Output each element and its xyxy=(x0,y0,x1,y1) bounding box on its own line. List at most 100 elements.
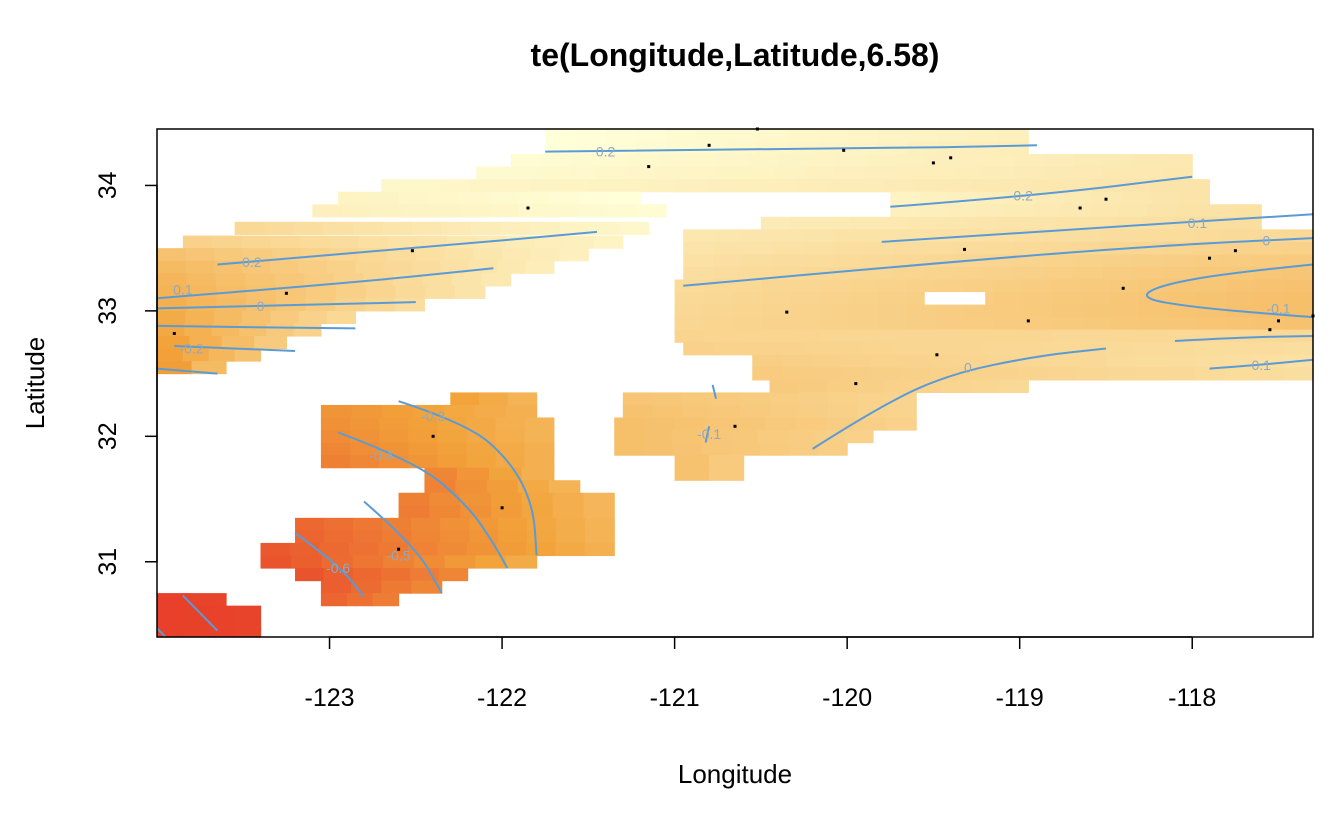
observation-point xyxy=(707,143,711,147)
heatmap-cell xyxy=(466,542,497,557)
heatmap-cell xyxy=(672,442,703,456)
heatmap-cell xyxy=(1253,241,1284,256)
heatmap-cell xyxy=(803,241,834,256)
heatmap-cell xyxy=(585,530,615,544)
heatmap-cell xyxy=(379,417,409,431)
heatmap-cell xyxy=(430,204,461,218)
heatmap-cell xyxy=(819,317,850,331)
heatmap-cell xyxy=(756,129,788,143)
heatmap-cell xyxy=(1253,254,1284,268)
heatmap-cell xyxy=(552,505,585,519)
heatmap-cell xyxy=(625,166,656,180)
heatmap-cell xyxy=(1035,191,1065,205)
heatmap-cell xyxy=(238,323,267,337)
heatmap-cell xyxy=(469,530,499,544)
heatmap-cell xyxy=(300,248,331,262)
heatmap-cell xyxy=(732,304,763,318)
heatmap-cell xyxy=(1022,329,1053,343)
observation-point xyxy=(949,156,953,160)
heatmap-cell xyxy=(999,379,1029,393)
heatmap-cell xyxy=(1150,179,1181,193)
heatmap-cell xyxy=(565,166,597,180)
contour-label: 0.2 xyxy=(1013,187,1033,203)
heatmap-cell xyxy=(964,329,995,343)
heatmap-cell xyxy=(1132,154,1164,168)
heatmap-cell xyxy=(381,179,412,193)
heatmap-cell xyxy=(583,492,615,506)
heatmap-cell xyxy=(476,166,507,180)
heatmap-cell xyxy=(182,348,210,362)
heatmap-cell xyxy=(353,530,383,544)
heatmap-cell xyxy=(529,179,560,193)
heatmap-cell xyxy=(437,430,468,444)
heatmap-cell xyxy=(270,235,301,249)
heatmap-cell xyxy=(1080,317,1111,331)
heatmap-cell xyxy=(411,580,443,594)
heatmap-cell xyxy=(474,404,507,419)
observation-point xyxy=(1268,328,1272,332)
heatmap-cell xyxy=(395,285,426,299)
contour-label: 0.1 xyxy=(173,282,193,298)
heatmap-cell xyxy=(524,455,555,469)
heatmap-cell xyxy=(886,404,917,419)
heatmap-cell xyxy=(1103,266,1134,281)
heatmap-cell xyxy=(157,361,193,375)
heatmap-cell xyxy=(298,310,328,325)
heatmap-cell xyxy=(732,317,763,331)
heatmap-cell xyxy=(189,335,223,350)
heatmap-cell xyxy=(607,204,638,218)
heatmap-cell xyxy=(182,235,213,249)
heatmap-cell xyxy=(923,342,954,356)
heatmap-cell xyxy=(993,304,1024,318)
heatmap-cell xyxy=(819,216,850,230)
heatmap-cell xyxy=(906,317,937,331)
heatmap-cell xyxy=(863,342,894,356)
heatmap-cell xyxy=(519,191,551,205)
heatmap-cell xyxy=(863,266,894,281)
heatmap-cell xyxy=(319,542,350,557)
heatmap-cell xyxy=(333,273,364,287)
heatmap-cell xyxy=(182,605,210,619)
contour-line xyxy=(1145,263,1314,319)
heatmap-cell xyxy=(886,392,917,406)
heatmap-cell xyxy=(1165,367,1196,381)
contour-line xyxy=(1209,358,1314,370)
contour-label: 0 xyxy=(964,359,972,375)
heatmap-cell xyxy=(157,260,186,274)
heatmap-cell xyxy=(1138,279,1169,293)
heatmap-cell xyxy=(953,266,984,281)
heatmap-cell xyxy=(803,342,834,356)
heatmap-cell xyxy=(811,354,842,368)
heatmap-cell xyxy=(935,329,966,343)
heatmap-cell xyxy=(833,241,864,256)
heatmap-cell xyxy=(234,605,262,619)
heatmap-cell xyxy=(499,179,530,193)
observation-point xyxy=(1026,319,1030,323)
heatmap-cell xyxy=(365,285,397,299)
heatmap-cell xyxy=(743,229,774,243)
heatmap-cell xyxy=(295,568,325,582)
heatmap-cell xyxy=(1072,166,1104,180)
heatmap-cell xyxy=(644,417,676,431)
heatmap-cell xyxy=(609,191,641,205)
contour-line xyxy=(711,384,717,399)
heatmap-cell xyxy=(455,480,488,494)
heatmap-cell xyxy=(890,191,920,205)
heatmap-cell xyxy=(1076,354,1108,368)
heatmap-cell xyxy=(276,285,307,299)
heatmap-cell xyxy=(1043,166,1074,180)
heatmap-cell xyxy=(788,442,819,456)
heatmap-cell xyxy=(848,329,879,343)
heatmap-cell xyxy=(704,417,736,431)
heatmap-cell xyxy=(840,367,871,381)
heatmap-cell xyxy=(518,204,549,218)
heatmap-cell xyxy=(955,154,986,168)
contour-line xyxy=(1174,335,1314,342)
heatmap-cell xyxy=(1013,241,1044,256)
heatmap-cell xyxy=(913,379,943,393)
heatmap-cell xyxy=(585,517,615,531)
heatmap-cell xyxy=(1132,166,1163,180)
heatmap-cell xyxy=(948,191,978,205)
heatmap-cell xyxy=(191,593,227,607)
observation-point xyxy=(963,247,966,251)
